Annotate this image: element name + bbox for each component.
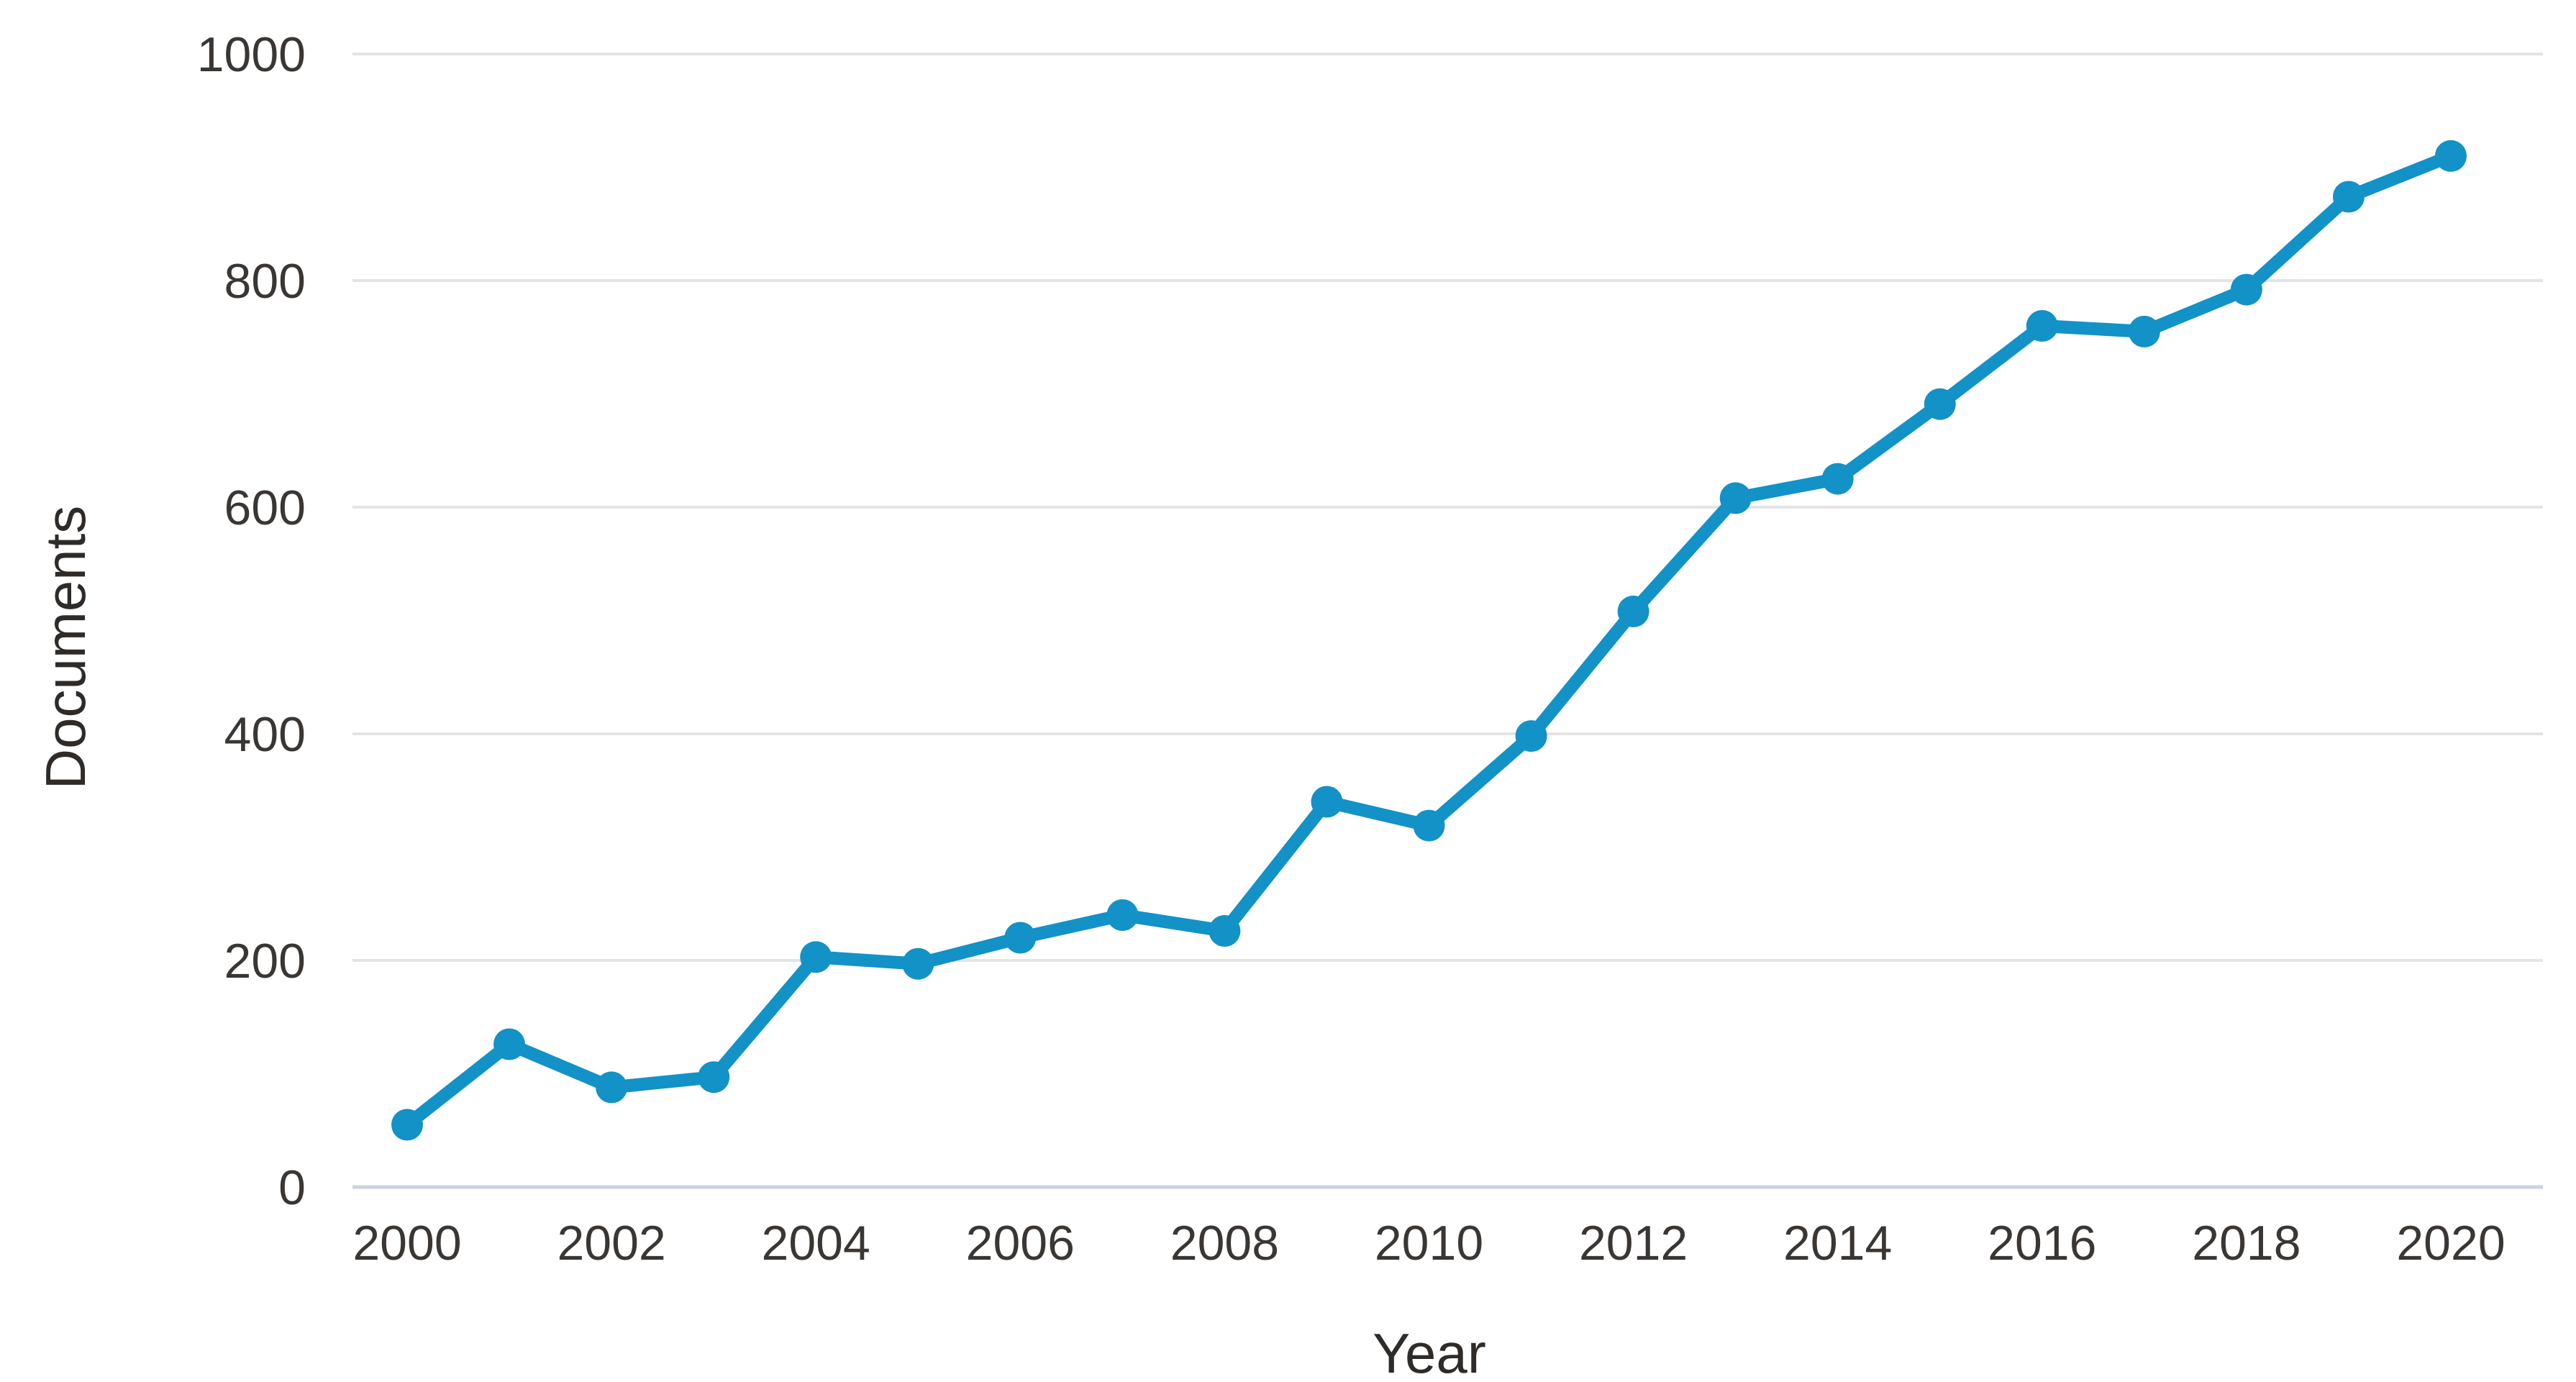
data-point-2001 — [493, 1028, 525, 1060]
data-point-2015 — [1924, 388, 1956, 420]
x-tick-label-2002: 2002 — [557, 1216, 665, 1270]
x-tick-label-2016: 2016 — [1988, 1216, 2096, 1270]
y-tick-label-0: 0 — [278, 1160, 306, 1215]
data-point-2016 — [2026, 310, 2058, 342]
data-point-2010 — [1413, 809, 1445, 842]
data-point-2007 — [1106, 899, 1139, 931]
y-tick-label-600: 600 — [224, 481, 306, 535]
x-tick-label-2010: 2010 — [1375, 1216, 1483, 1270]
y-axis-title: Documents — [34, 506, 97, 790]
data-point-2011 — [1515, 720, 1547, 753]
x-tick-label-2000: 2000 — [352, 1216, 461, 1270]
data-point-2005 — [902, 947, 934, 980]
x-tick-labels-group: 2000 2002 2004 2006 2008 2010 2012 2014 2016 2018… — [352, 1216, 2505, 1270]
data-point-2018 — [2230, 273, 2262, 306]
data-point-2019 — [2333, 181, 2365, 213]
series-line-documents — [401, 149, 2457, 1132]
data-point-2020 — [2435, 140, 2467, 172]
gridlines-group — [352, 53, 2543, 1189]
data-point-2000 — [391, 1109, 423, 1141]
data-point-2017 — [2128, 315, 2160, 347]
data-point-2004 — [800, 941, 832, 973]
data-point-2013 — [1719, 482, 1752, 514]
data-point-2009 — [1311, 786, 1343, 818]
data-point-2014 — [1821, 463, 1854, 495]
x-tick-label-2018: 2018 — [2192, 1216, 2300, 1270]
series-group — [391, 140, 2467, 1141]
x-tick-label-2014: 2014 — [1783, 1216, 1892, 1270]
data-point-2012 — [1617, 595, 1649, 627]
x-tick-label-2012: 2012 — [1579, 1216, 1688, 1270]
x-tick-label-2006: 2006 — [966, 1216, 1075, 1270]
x-axis-title: Year — [1373, 1322, 1486, 1382]
data-point-2008 — [1209, 915, 1241, 947]
x-tick-label-2020: 2020 — [2396, 1216, 2505, 1270]
y-tick-label-1000: 1000 — [197, 27, 306, 82]
data-point-2006 — [1004, 922, 1037, 954]
data-point-2003 — [698, 1061, 730, 1094]
y-tick-label-400: 400 — [224, 707, 306, 762]
data-point-2002 — [596, 1071, 628, 1104]
y-tick-label-200: 200 — [224, 934, 306, 988]
x-tick-label-2004: 2004 — [762, 1216, 870, 1270]
y-tick-label-800: 800 — [224, 254, 306, 309]
y-tick-labels-group: 0 200 400 600 800 1000 — [197, 27, 306, 1215]
x-tick-label-2008: 2008 — [1170, 1216, 1279, 1270]
